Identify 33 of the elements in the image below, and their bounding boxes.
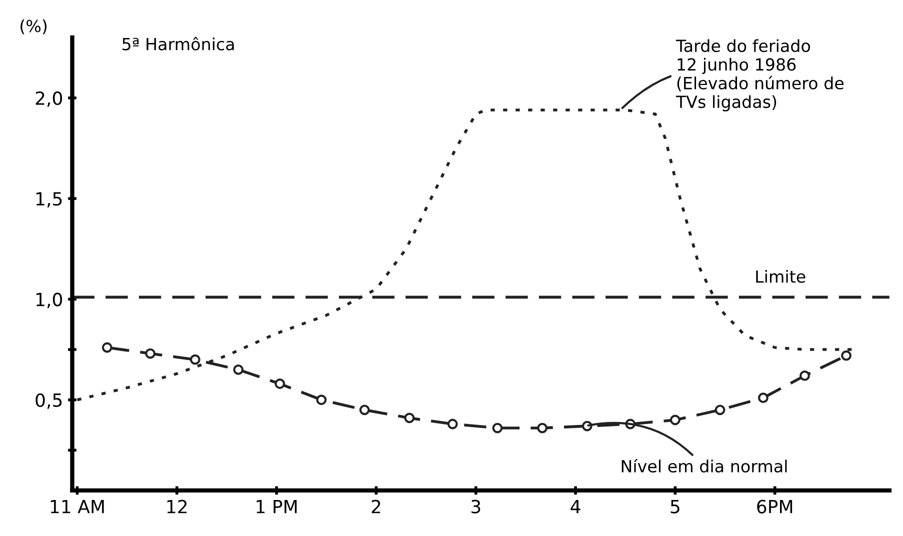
point [537, 422, 548, 434]
point [359, 404, 370, 416]
chart-title: 5ª Harmônica [122, 36, 234, 50]
x-tick-label: 2 [372, 500, 380, 514]
ref-line-label: Limite [756, 270, 806, 283]
y-axis-title: (%) [20, 19, 47, 34]
point [316, 394, 327, 406]
point [841, 350, 852, 361]
point [492, 422, 503, 434]
x-tick-label: 1 PM [256, 500, 297, 514]
point [233, 364, 244, 375]
point [274, 378, 286, 389]
point [447, 418, 458, 430]
point [102, 342, 112, 353]
annotation: Nível em dia normal [622, 458, 787, 473]
y-tick-label: 2,0 [36, 91, 62, 107]
x-tick-label: 5 [670, 500, 680, 514]
y-tick-label: 0,5 [36, 393, 62, 409]
x-tick-label: 11 AM [50, 500, 104, 514]
x-tick-label: 4 [570, 500, 580, 514]
point [404, 412, 415, 424]
y-tick-label: 1,0 [36, 292, 62, 308]
point [800, 370, 810, 381]
point [190, 354, 200, 365]
point [758, 392, 768, 404]
x-tick-label: 3 [471, 500, 480, 514]
x-tick-label: 12 [167, 500, 187, 514]
point [714, 404, 726, 416]
y-tick-label: 1,5 [36, 192, 62, 208]
point [145, 348, 156, 359]
point [670, 414, 680, 426]
x-tick-label: 6PM [757, 500, 792, 514]
annotation: Tarde do feriado 12 junho 1986 (Elevado número de TVs ligadas) [676, 39, 844, 112]
